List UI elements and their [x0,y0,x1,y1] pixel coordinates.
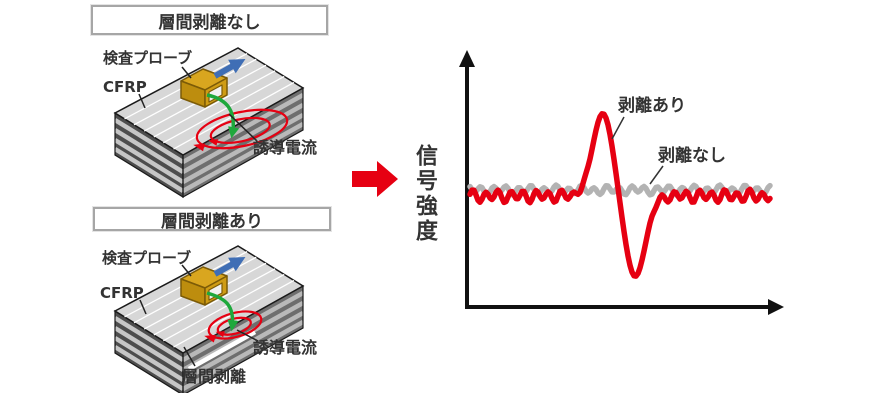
annotation-leader-line [649,165,664,185]
laminate-layers-end [115,316,183,391]
material-label: CFRP [103,78,147,96]
induction-arrow-icon [206,93,240,139]
cfrp-end-face [115,311,183,393]
eddy-current-label: 誘導電流 [253,138,317,157]
probe-label: 検査プローブ [102,249,191,267]
x-axis-arrowhead-icon [768,299,784,315]
y-axis-label: 信号強度 [412,144,437,244]
current-direction-arrowheads [204,331,225,343]
panel-title-box-delamination: 層間剥離あり [93,207,331,232]
eddy-current-label: 誘導電流 [253,338,317,357]
cfrp-end-face [115,113,183,197]
induction-arrow-icon [206,291,239,332]
panel-title: 層間剥離なし [158,12,261,33]
current-direction-arrowheads [193,139,219,152]
annotation-no-delamination: 剥離なし [658,145,726,166]
panel-title-box-no-delamination: 層間剥離なし [91,5,328,35]
label-pointer-lines [139,264,259,367]
material-label: CFRP [100,284,144,302]
signal-curve-delamination [467,111,773,279]
flow-arrow-icon [352,161,398,197]
laminate-layers-end [115,118,183,193]
annotation-leader-line [611,116,625,140]
signal-chart: 剥離あり 剥離なし [459,50,784,315]
delamination-gap [187,330,257,371]
label-pointer-lines [138,66,258,142]
panel-title: 層間剥離あり [161,211,263,232]
scan-direction-arrow-icon [213,58,246,79]
cfrp-illustration-no-delamination: 検査プローブ CFRP 誘導電流 [103,47,317,199]
scan-direction-arrow-icon [213,256,246,277]
y-axis-arrowhead-icon [459,50,475,67]
cfrp-side-face [183,88,303,197]
annotation-delamination: 剥離あり [618,95,686,116]
cfrp-illustration-delamination: 検査プローブ CFRP 誘導電流 層間剥離 [100,245,317,393]
eddy-current-loop [193,108,289,152]
probe-label: 検査プローブ [103,49,192,67]
delamination-label: 層間剥離 [182,367,246,386]
